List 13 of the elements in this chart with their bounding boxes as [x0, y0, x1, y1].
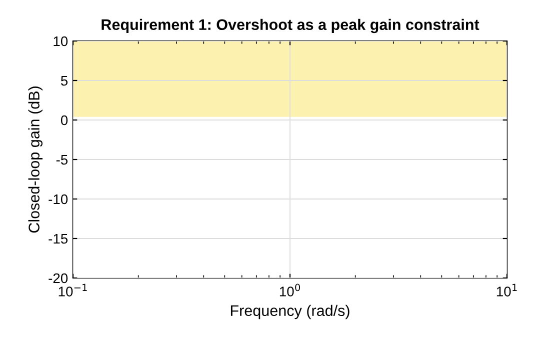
y-tick-label: -15: [48, 234, 68, 244]
y-tick-label: 0: [60, 115, 68, 126]
y-tick-label: -10: [48, 194, 68, 204]
y-axis-title: Closed-loop gain (dB): [28, 86, 43, 233]
chart-title: Requirement 1: Overshoot as a peak gain constraint: [102, 18, 480, 34]
y-tick-label: 10: [54, 36, 68, 46]
y-tick-label: -20: [48, 273, 68, 284]
x-tick-label: 10$^{1}$: [496, 284, 517, 296]
x-axis-title: Frequency (rad/s): [230, 304, 350, 320]
x-tick-label: 10$^{−1}$: [58, 284, 87, 296]
x-tick-label: 10$^{0}$: [280, 284, 300, 296]
y-tick-label: 5: [60, 76, 68, 86]
y-tick-label: -5: [56, 154, 68, 165]
